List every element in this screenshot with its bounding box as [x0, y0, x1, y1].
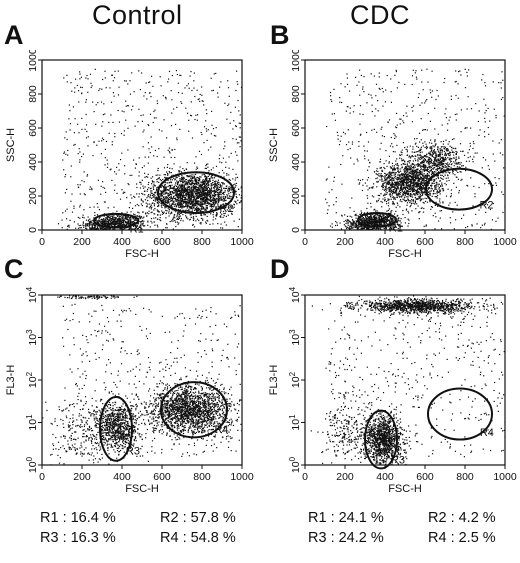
control-r2-stat: R2 : 57.8 % — [160, 510, 236, 526]
gate-r2 — [157, 171, 235, 215]
gate-label-r4: R4 — [214, 424, 228, 436]
y-tick-label: 200 — [290, 187, 302, 205]
plot-frame — [41, 59, 243, 231]
x-axis-label: FSC-H — [125, 483, 159, 495]
gate-r1 — [357, 212, 397, 228]
y-tick-label: 800 — [290, 85, 302, 103]
y-tick-label: 104 — [25, 286, 39, 303]
scatter-panel-a: R1 R2 0 200 400 600 800 1000 0 200 400 600 800 1000 FS… — [5, 50, 254, 260]
gate-label-r4: R4 — [480, 427, 494, 439]
x-tick-label: 1000 — [493, 471, 517, 483]
x-tick-label: 200 — [336, 471, 354, 483]
y-tick-label: 1000 — [27, 50, 39, 72]
gate-label-r2: R2 — [479, 199, 493, 211]
x-tick-label: 800 — [193, 471, 211, 483]
x-tick-label: 600 — [153, 471, 171, 483]
y-tick-label: 101 — [25, 414, 39, 431]
panel-letter-a: A — [4, 20, 24, 50]
y-tick-label: 800 — [27, 85, 39, 103]
scatter-points — [42, 295, 242, 465]
control-r4-stat: R4 : 54.8 % — [160, 530, 236, 546]
y-tick-label: 102 — [25, 371, 39, 388]
x-tick-label: 600 — [416, 471, 434, 483]
cdc-r1-stat: R1 : 24.1 % — [308, 510, 384, 526]
x-tick-label: 1000 — [230, 236, 254, 248]
cdc-r2-stat: R2 : 4.2 % — [428, 510, 496, 526]
control-r3-stat: R3 : 16.3 % — [40, 530, 116, 546]
scatter-points — [310, 295, 505, 465]
x-axis-label: FSC-H — [388, 248, 422, 260]
x-tick-label: 400 — [376, 471, 394, 483]
scatter-panel-d: R3 R4 0 200 400 600 800 1000 100 101 102 103 104 FSC-… — [268, 286, 517, 495]
x-tick-label: 0 — [302, 236, 308, 248]
y-tick-label: 0 — [27, 227, 39, 233]
y-tick-label: 103 — [288, 329, 302, 346]
x-tick-label: 600 — [153, 236, 171, 248]
x-axis-label: FSC-H — [125, 248, 159, 260]
scatter-points — [57, 68, 242, 230]
scatter-panel-c: R3 R4 0 200 400 600 800 1000 100 101 102 103 104 FSC-… — [5, 286, 254, 495]
gate-label-r1: R1 — [389, 223, 403, 235]
gate-r1 — [93, 212, 139, 229]
y-tick-label: 104 — [288, 286, 302, 303]
x-tick-label: 600 — [416, 236, 434, 248]
y-tick-label: 0 — [290, 227, 302, 233]
y-axis-label: FL3-H — [5, 365, 17, 396]
y-axis-label: SSC-H — [5, 128, 17, 162]
cdc-title: CDC — [350, 0, 410, 30]
y-tick-label: 200 — [27, 187, 39, 205]
x-tick-label: 800 — [193, 236, 211, 248]
y-tick-label: 600 — [27, 119, 39, 137]
y-tick-label: 100 — [25, 456, 39, 473]
gate-r4 — [160, 381, 228, 439]
cdc-r4-stat: R4 : 2.5 % — [428, 530, 496, 546]
panel-letter-b: B — [270, 20, 290, 50]
gate-label-r3: R3 — [391, 454, 405, 466]
y-tick-label: 600 — [290, 119, 302, 137]
x-tick-label: 0 — [302, 471, 308, 483]
x-tick-label: 400 — [113, 236, 131, 248]
x-tick-label: 400 — [113, 471, 131, 483]
y-axis-label: SSC-H — [268, 128, 280, 162]
cdc-gate-stats: R1 : 24.1 % R2 : 4.2 % R3 : 24.2 % R4 : … — [308, 508, 520, 548]
y-tick-label: 400 — [27, 153, 39, 171]
x-tick-label: 1000 — [493, 236, 517, 248]
x-tick-label: 800 — [456, 236, 474, 248]
gate-label-r2: R2 — [220, 203, 234, 215]
x-tick-label: 1000 — [230, 471, 254, 483]
x-tick-label: 800 — [456, 471, 474, 483]
y-tick-label: 101 — [288, 414, 302, 431]
x-tick-label: 0 — [39, 236, 45, 248]
scatter-panel-b: R1 R2 0 200 400 600 800 1000 0 200 400 600 800 1000 FS… — [268, 50, 517, 260]
x-tick-label: 200 — [73, 471, 91, 483]
scatter-points — [325, 68, 505, 230]
y-axis-label: FL3-H — [268, 365, 280, 396]
control-gate-stats: R1 : 16.4 % R2 : 57.8 % R3 : 16.3 % R4 :… — [40, 508, 280, 548]
y-tick-label: 102 — [288, 371, 302, 388]
y-tick-label: 1000 — [290, 50, 302, 72]
cdc-r3-stat: R3 : 24.2 % — [308, 530, 384, 546]
x-axis-label: FSC-H — [388, 483, 422, 495]
control-r1-stat: R1 : 16.4 % — [40, 510, 116, 526]
x-tick-label: 0 — [39, 471, 45, 483]
gate-r4 — [427, 387, 493, 441]
y-tick-label: 400 — [290, 153, 302, 171]
gate-r2 — [425, 167, 493, 211]
control-title: Control — [92, 0, 183, 30]
gate-r3 — [364, 409, 398, 470]
x-tick-label: 200 — [336, 236, 354, 248]
plot-frame — [304, 59, 506, 231]
panel-letter-c: C — [4, 254, 24, 284]
x-tick-label: 400 — [376, 236, 394, 248]
y-tick-label: 103 — [25, 329, 39, 346]
y-tick-label: 100 — [288, 456, 302, 473]
gate-label-r1: R1 — [130, 223, 144, 235]
gate-label-r3: R3 — [126, 445, 140, 457]
x-tick-label: 200 — [73, 236, 91, 248]
gate-r3 — [99, 396, 133, 462]
panel-letter-d: D — [270, 254, 290, 284]
